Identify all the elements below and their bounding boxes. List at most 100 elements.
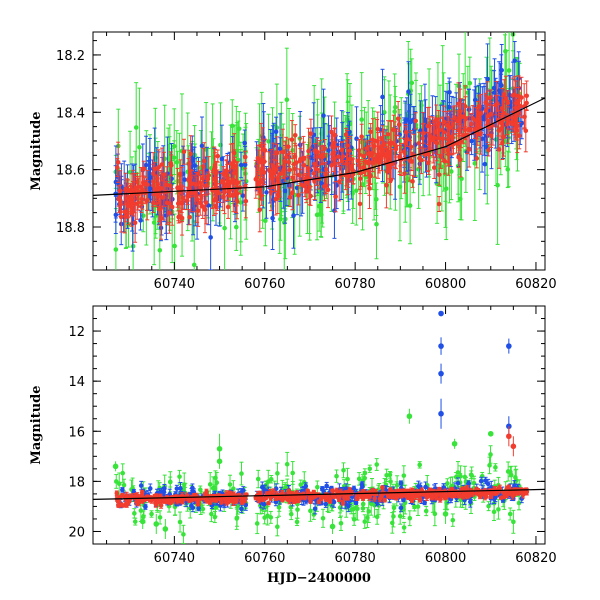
top-point-red [150, 183, 156, 188]
top-point-blue [485, 76, 490, 82]
bottom-point-green [294, 519, 300, 525]
top-point-green [505, 167, 511, 172]
bottom-point-green [469, 473, 474, 478]
top-point-blue [242, 162, 248, 168]
top-point-red [474, 156, 480, 161]
bottom-point-green [391, 514, 396, 519]
top-point-red [343, 132, 349, 137]
top-point-red [329, 163, 334, 168]
top-point-red [307, 184, 312, 190]
top-point-green [419, 103, 424, 108]
top-point-blue [240, 193, 246, 198]
bottom-point-green [337, 505, 343, 510]
top-point-green [405, 176, 410, 182]
top-plot-frame [92, 31, 546, 271]
top-point-green [353, 188, 359, 193]
top-point-green [284, 97, 290, 103]
top-point-red [168, 163, 174, 168]
top-point-green [409, 80, 415, 86]
top-point-red [407, 158, 413, 164]
top-point-red [138, 184, 144, 190]
top-point-red [194, 197, 200, 202]
top-point-red [296, 172, 302, 178]
top-point-red [311, 171, 317, 176]
top-point-red [344, 161, 349, 166]
bottom-point-green [207, 482, 213, 487]
top-point-blue [273, 129, 279, 135]
top-point-red [175, 201, 181, 206]
bottom-point-green [132, 519, 138, 524]
top-point-red [286, 159, 292, 165]
top-point-red [128, 194, 134, 200]
top-point-red [317, 154, 323, 159]
bottom-point-green [239, 471, 244, 476]
top-point-red [197, 200, 203, 206]
bottom-point-green [345, 476, 350, 482]
bottom-point-green [213, 505, 218, 510]
bottom-point-green [507, 511, 513, 517]
top-point-red [368, 129, 373, 135]
top-point-red [312, 179, 317, 184]
top-point-blue [512, 58, 518, 63]
top-point-red [206, 173, 212, 178]
top-point-red [273, 196, 279, 202]
top-point-red [156, 164, 161, 170]
bottom-point-green [388, 479, 393, 484]
bottom-point-green [362, 519, 368, 524]
top-point-blue [143, 162, 149, 168]
top-point-red [189, 181, 195, 187]
top-point-red [388, 140, 394, 146]
bottom-point-green [315, 484, 320, 490]
top-point-green [266, 139, 271, 144]
top-point-red [430, 137, 436, 143]
bottom-point-green [486, 503, 491, 509]
top-point-blue [113, 179, 119, 185]
bottom-point-green [227, 482, 233, 487]
bottom-point-green [157, 515, 163, 520]
top-point-green [222, 225, 227, 231]
top-point-green [236, 157, 241, 163]
top-point-red [403, 141, 408, 146]
top-point-red [197, 185, 203, 190]
top-point-red [524, 100, 529, 106]
top-point-blue [242, 140, 248, 146]
top-point-red [215, 153, 221, 159]
top-point-blue [354, 136, 359, 142]
bottom-point-green [275, 471, 280, 476]
top-point-green [157, 247, 163, 253]
top-point-red [304, 180, 309, 185]
bottom-point-green [513, 475, 518, 480]
top-point-red [384, 153, 389, 158]
top-point-red [273, 150, 279, 155]
top-point-green [281, 220, 287, 225]
top-point-red [268, 173, 274, 179]
top-point-green [240, 166, 246, 171]
top-point-red [114, 165, 120, 170]
bottom-point-green [255, 476, 261, 482]
top-point-red [364, 146, 369, 151]
top-point-red [277, 171, 283, 177]
top-point-red [516, 133, 522, 139]
bottom-point-green [288, 511, 294, 517]
top-point-red [280, 149, 286, 155]
top-point-red [323, 183, 329, 188]
top-point-green [392, 109, 397, 114]
top-point-red [469, 121, 474, 127]
top-point-red [135, 179, 140, 185]
top-panel [92, 31, 546, 271]
top-point-red [225, 204, 231, 210]
top-point-blue [264, 190, 269, 195]
bottom-point-green [417, 462, 423, 468]
top-point-red [329, 129, 334, 135]
top-point-red [395, 116, 401, 121]
top-point-red [292, 132, 298, 138]
bottom-point-green [407, 515, 413, 521]
top-point-red [290, 190, 295, 196]
top-point-red [132, 220, 138, 226]
bottom-point-green [496, 507, 501, 512]
top-point-red [164, 200, 170, 206]
top-point-red [283, 154, 289, 160]
top-point-blue [408, 119, 413, 125]
top-point-red [485, 102, 490, 107]
bottom-point-green [401, 473, 407, 478]
